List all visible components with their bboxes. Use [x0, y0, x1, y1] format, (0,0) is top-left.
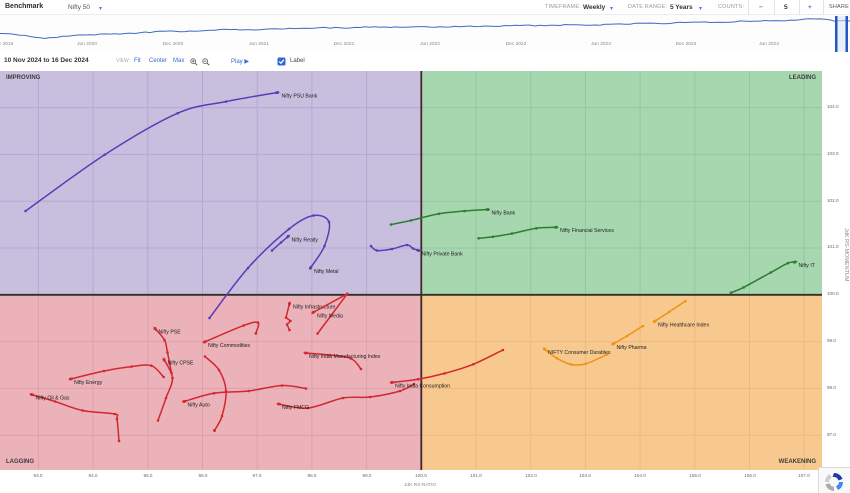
- svg-text:Nifty PSE: Nifty PSE: [159, 330, 182, 336]
- svg-text:Nifty Realty: Nifty Realty: [292, 238, 319, 244]
- svg-text:Nifty Energy: Nifty Energy: [74, 380, 103, 386]
- svg-text:Nifty Financial Services: Nifty Financial Services: [560, 228, 614, 234]
- svg-text:Nifty Oil & Gas: Nifty Oil & Gas: [36, 396, 70, 402]
- svg-text:Nifty Commodities: Nifty Commodities: [208, 343, 250, 349]
- svg-text:Nifty India Manufacturing Inde: Nifty India Manufacturing Index: [309, 354, 381, 360]
- svg-text:Nifty FMCG: Nifty FMCG: [282, 405, 309, 411]
- svg-text:Nifty Bank: Nifty Bank: [492, 211, 516, 217]
- svg-text:Nifty Auto: Nifty Auto: [188, 403, 210, 409]
- svg-text:Nifty Private Bank: Nifty Private Bank: [422, 252, 464, 258]
- svg-text:Nifty Infrastructure: Nifty Infrastructure: [293, 305, 335, 311]
- svg-text:Nifty Media: Nifty Media: [317, 314, 343, 320]
- svg-text:Nifty IT: Nifty IT: [799, 263, 816, 269]
- svg-text:Nifty Healthcare Index: Nifty Healthcare Index: [658, 323, 709, 329]
- svg-text:NIFTY Consumer Durables: NIFTY Consumer Durables: [548, 350, 611, 356]
- svg-text:Nifty India Consumption: Nifty India Consumption: [395, 384, 450, 390]
- svg-text:Nifty PSU Bank: Nifty PSU Bank: [282, 94, 318, 100]
- svg-text:Nifty Pharma: Nifty Pharma: [617, 345, 647, 351]
- svg-text:Nifty Metal: Nifty Metal: [314, 269, 339, 275]
- svg-text:Nifty CPSE: Nifty CPSE: [168, 361, 194, 367]
